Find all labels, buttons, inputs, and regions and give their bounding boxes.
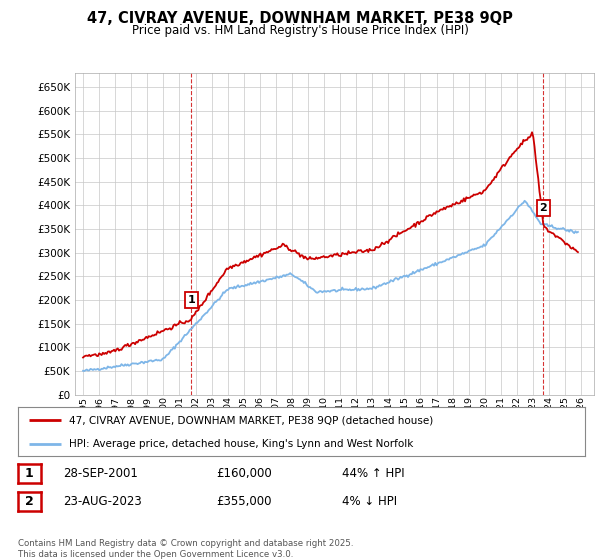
Text: 47, CIVRAY AVENUE, DOWNHAM MARKET, PE38 9QP: 47, CIVRAY AVENUE, DOWNHAM MARKET, PE38 … (87, 11, 513, 26)
Text: 23-AUG-2023: 23-AUG-2023 (63, 494, 142, 508)
Text: HPI: Average price, detached house, King's Lynn and West Norfolk: HPI: Average price, detached house, King… (69, 439, 413, 449)
Text: Contains HM Land Registry data © Crown copyright and database right 2025.
This d: Contains HM Land Registry data © Crown c… (18, 539, 353, 559)
Text: £355,000: £355,000 (216, 494, 271, 508)
Text: Price paid vs. HM Land Registry's House Price Index (HPI): Price paid vs. HM Land Registry's House … (131, 24, 469, 36)
Text: 2: 2 (25, 494, 34, 508)
Text: 28-SEP-2001: 28-SEP-2001 (63, 466, 138, 480)
Text: £160,000: £160,000 (216, 466, 272, 480)
Text: 4% ↓ HPI: 4% ↓ HPI (342, 494, 397, 508)
Text: 1: 1 (188, 295, 196, 305)
Text: 1: 1 (25, 466, 34, 480)
Text: 47, CIVRAY AVENUE, DOWNHAM MARKET, PE38 9QP (detached house): 47, CIVRAY AVENUE, DOWNHAM MARKET, PE38 … (69, 416, 433, 426)
Text: 44% ↑ HPI: 44% ↑ HPI (342, 466, 404, 480)
Text: 2: 2 (539, 203, 547, 213)
